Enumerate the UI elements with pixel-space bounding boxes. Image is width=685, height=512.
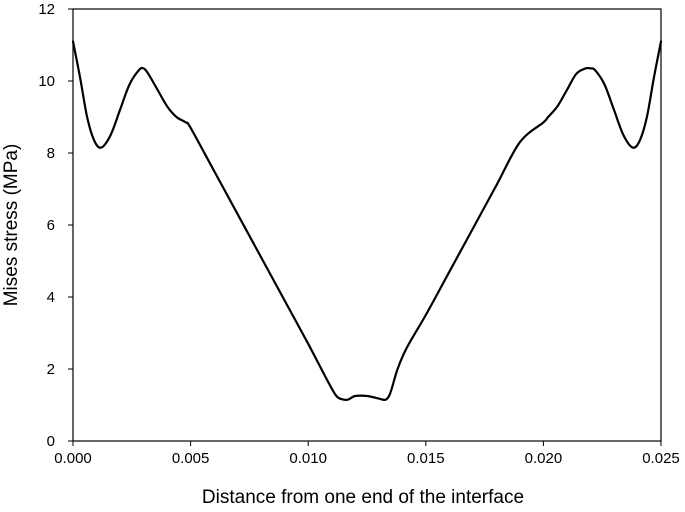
- y-axis-ticks: 0 2 4 6 8 10 12: [38, 1, 73, 450]
- x-tick-label: 0.015: [407, 450, 445, 467]
- y-axis-title: Mises stress (MPa): [1, 144, 22, 307]
- y-tick-label: 12: [38, 1, 55, 18]
- y-tick-label: 0: [47, 433, 55, 450]
- x-tick-label: 0.010: [289, 450, 327, 467]
- y-tick-label: 2: [47, 361, 55, 378]
- stress-series-line: [71, 40, 663, 402]
- x-tick-label: 0.000: [54, 450, 92, 467]
- y-tick-label: 4: [47, 289, 55, 306]
- y-tick-label: 8: [47, 145, 55, 162]
- plot-area-frame: [72, 8, 662, 442]
- x-axis-ticks: 0.000 0.005 0.010 0.015 0.020 0.025: [54, 441, 680, 467]
- x-axis-title: Distance from one end of the interface: [202, 487, 524, 508]
- x-tick-label: 0.005: [172, 450, 210, 467]
- y-tick-label: 10: [38, 73, 55, 90]
- x-tick-label: 0.025: [642, 450, 680, 467]
- y-tick-label: 6: [47, 217, 55, 234]
- x-tick-label: 0.020: [525, 450, 563, 467]
